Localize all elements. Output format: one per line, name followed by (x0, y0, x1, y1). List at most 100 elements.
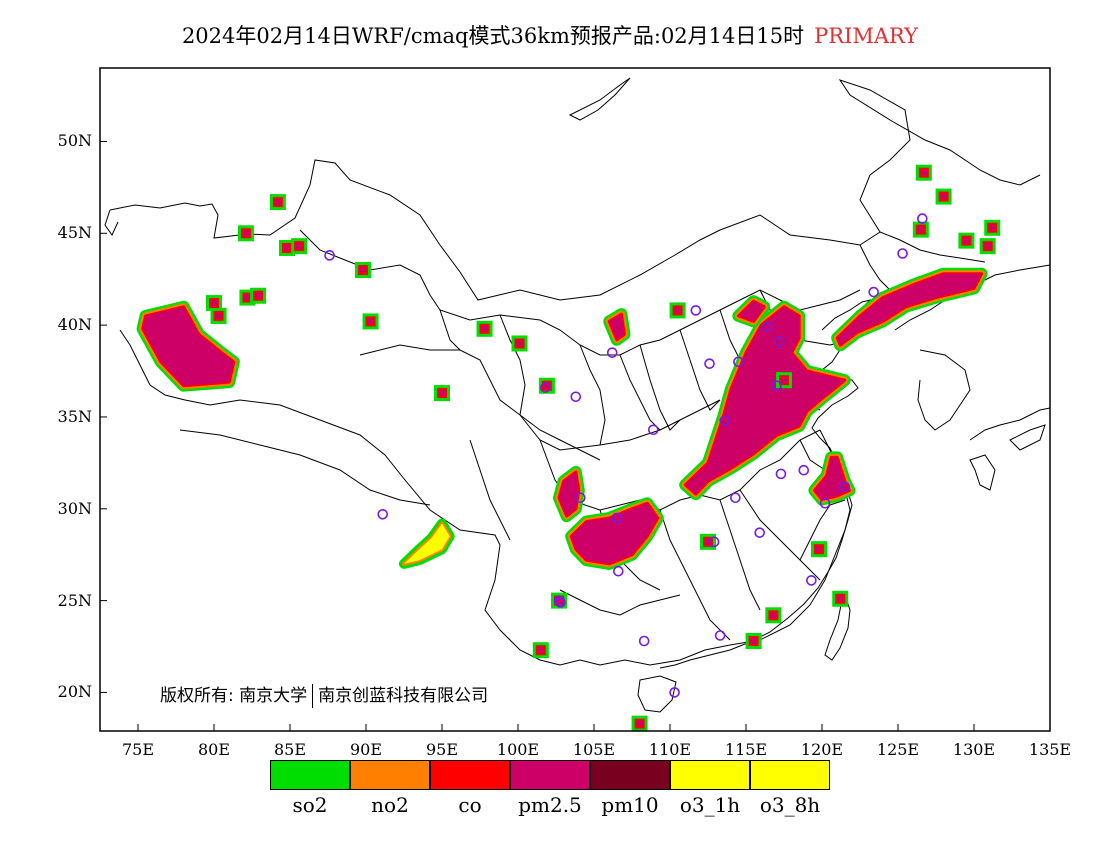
lat-label: 35N (57, 406, 92, 426)
spot-9-pm25 (367, 318, 374, 325)
spot-12-pm25 (516, 340, 523, 347)
legend-label-o3_1h: o3_1h (679, 793, 741, 817)
lon-label: 100E (496, 740, 540, 759)
spot-14-pm25 (920, 169, 927, 176)
spot-11-pm25 (481, 325, 488, 332)
copyright-owner-2: 南京创蓝科技有限公司 (318, 686, 489, 706)
status-label: PRIMARY (814, 24, 919, 48)
spot-19-pm25 (984, 243, 991, 250)
sichuan-west-pm25 (559, 472, 579, 517)
spot-21-pm25 (705, 538, 711, 545)
spot-15-pm25 (940, 193, 947, 200)
legend-swatch-co (430, 760, 510, 790)
legend-swatch-pm2.5 (510, 760, 590, 790)
lon-label: 75E (121, 740, 155, 759)
lon-label: 80E (197, 740, 231, 759)
spot-24-pm25 (636, 720, 643, 727)
china-boundary (109, 79, 1050, 666)
legend-label-so2: so2 (292, 793, 328, 817)
city-marker (719, 415, 731, 426)
city-marker (647, 424, 659, 436)
pollution-regions (136, 267, 988, 570)
lon-label: 115E (724, 740, 768, 759)
city-marker (897, 248, 908, 259)
lon-label: 85E (273, 740, 307, 759)
lat-label: 25N (57, 590, 92, 610)
city-marker (754, 527, 765, 538)
spot-6-pm25 (215, 312, 222, 319)
city-marker (868, 286, 879, 298)
city-marker (730, 492, 741, 504)
spot-2-pm25 (283, 244, 290, 251)
spot-3-pm25 (296, 243, 303, 250)
liaoning-jilin-pm25 (837, 273, 982, 346)
spot-23-pm25 (537, 647, 544, 654)
pollution-spots (206, 164, 1001, 731)
city-marker (774, 336, 785, 347)
spot-26-pm25 (750, 638, 757, 645)
legend-swatch-no2 (350, 760, 430, 790)
map-content (104, 77, 1050, 731)
coastline (104, 77, 1050, 713)
lon-label: 130E (952, 740, 996, 759)
legend-label-pm10: pm10 (601, 793, 659, 817)
spot-20-pm25 (674, 307, 681, 314)
city-marker (798, 464, 810, 476)
sichuan-basin-pm25 (571, 503, 658, 564)
city-marker (553, 595, 565, 606)
legend-swatch-o3_8h (750, 760, 830, 790)
map-title: 2024年02月14日WRF/cmaq模式36km预报产品:02月14日15时 P… (0, 20, 1100, 50)
city-marker (714, 630, 726, 641)
lat-label: 30N (57, 498, 92, 518)
spot-17-pm25 (963, 237, 970, 244)
city-marker (570, 391, 582, 403)
legend-label-co: co (458, 793, 482, 817)
axis-ticks (100, 140, 1051, 731)
spot-8-pm25 (255, 292, 262, 299)
city-marker (613, 565, 624, 577)
city-marker (708, 536, 720, 548)
lat-label: 20N (57, 682, 92, 702)
tarim-west-pm25 (142, 306, 234, 386)
legend-swatch-pm10 (590, 760, 670, 790)
legend-swatch-so2 (270, 760, 350, 790)
legend-label-o3_8h: o3_8h (759, 793, 821, 817)
spot-29-pm25 (781, 377, 787, 384)
city-marker (324, 250, 335, 261)
lon-label: 90E (349, 740, 383, 759)
city-marker (555, 597, 566, 608)
copyright-owner-1: 南京大学 (239, 686, 308, 706)
lat-label: 45N (57, 223, 92, 243)
lat-label: 50N (57, 131, 92, 151)
lon-label: 125E (876, 740, 920, 759)
city-marker (611, 512, 623, 524)
city-marker (806, 575, 817, 586)
spot-13-pm25 (543, 382, 550, 389)
spot-0-pm25 (274, 199, 281, 206)
copyright-notice: 版权所有: 南京大学 南京创蓝科技有限公司 (160, 681, 488, 708)
legend-label-no2: no2 (371, 793, 409, 817)
city-marker (638, 635, 650, 647)
legend-swatch-o3_1h (670, 760, 750, 790)
wuhai-pm25 (609, 314, 625, 340)
copyright-label: 版权所有: (160, 686, 234, 706)
city-marker (775, 468, 787, 480)
city-marker (733, 356, 744, 368)
spot-5-pm25 (211, 300, 217, 307)
spot-22-pm25 (556, 597, 563, 604)
lon-label: 135E (1028, 740, 1072, 759)
spot-16-pm25 (917, 226, 924, 233)
north-china-plain-pm25 (685, 306, 845, 495)
city-marker (575, 492, 586, 504)
city-marker (377, 508, 389, 520)
city-marker (669, 687, 680, 698)
spot-7-pm25 (244, 294, 251, 301)
city-marker (839, 481, 851, 493)
city-marker (690, 305, 702, 316)
copyright-separator (312, 684, 314, 708)
spot-18-pm25 (989, 224, 996, 231)
spot-28-pm25 (815, 546, 822, 553)
map-frame (99, 67, 1051, 732)
tibet-south-o3 (404, 523, 450, 564)
